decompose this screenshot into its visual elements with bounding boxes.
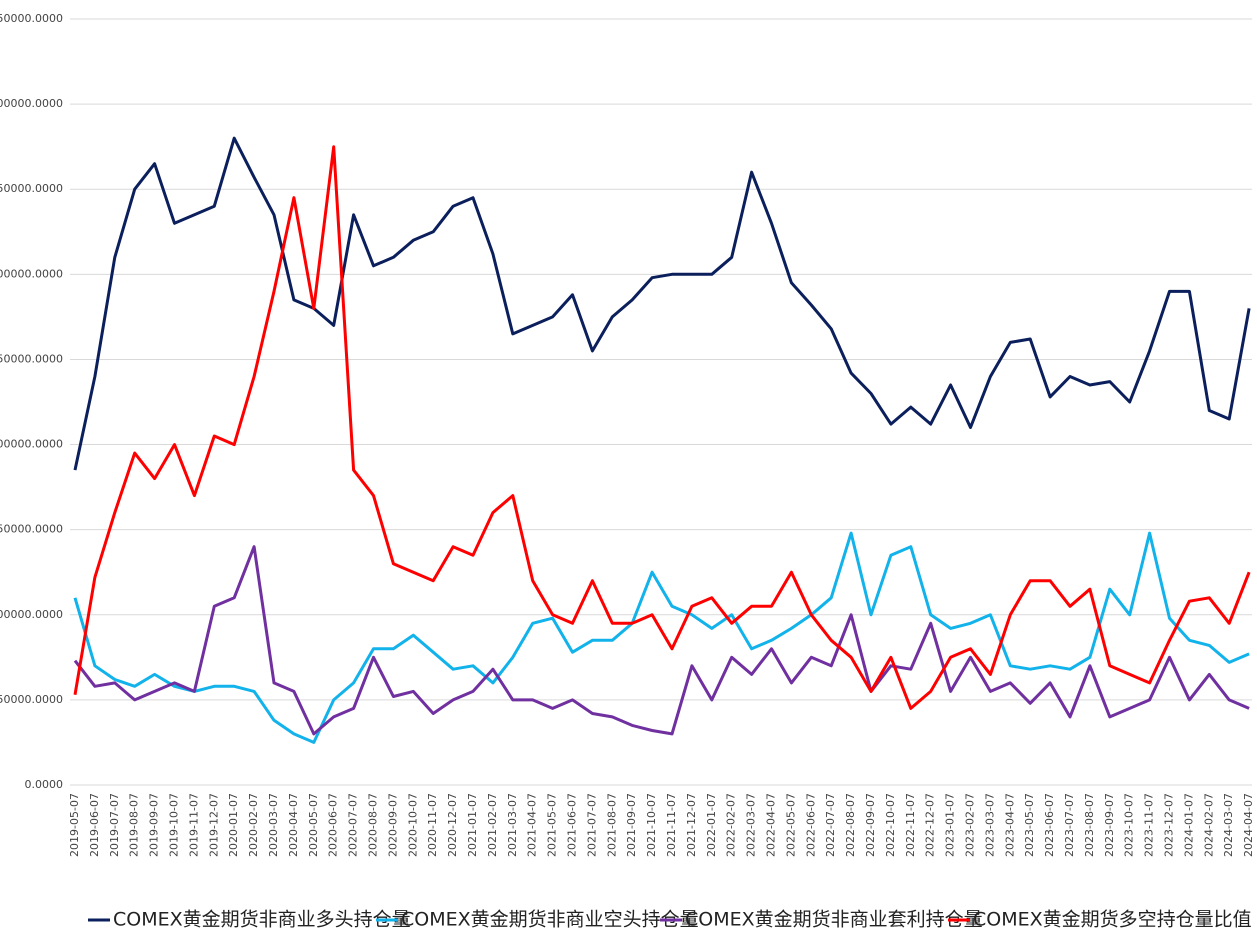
x-tick-label: 2023-11-07 (1143, 793, 1156, 857)
series-line (73, 136, 1251, 471)
x-tick-label: 2022-09-07 (864, 793, 877, 857)
x-tick-label: 2023-12-07 (1163, 793, 1176, 857)
x-tick-label: 2022-03-07 (745, 793, 758, 857)
x-tick-label: 2023-06-07 (1043, 793, 1056, 857)
x-tick-label: 2021-12-07 (685, 793, 698, 857)
x-tick-label: 2023-03-07 (983, 793, 996, 857)
x-tick-label: 2024-04-07 (1242, 793, 1255, 857)
x-tick-label: 2020-11-07 (426, 793, 439, 857)
x-tick-label: 2021-10-07 (645, 793, 658, 857)
x-tick-label: 2021-06-07 (566, 793, 579, 857)
x-tick-label: 2023-02-07 (964, 793, 977, 857)
x-tick-label: 2023-07-07 (1063, 793, 1076, 857)
y-tick-label: 350000.0000 (0, 182, 63, 195)
y-tick-label: 0.0000 (25, 778, 64, 791)
x-tick-label: 2021-07-07 (585, 793, 598, 857)
x-tick-label: 2023-09-07 (1103, 793, 1116, 857)
x-tick-label: 2023-10-07 (1123, 793, 1136, 857)
x-tick-label: 2022-10-07 (884, 793, 897, 857)
y-tick-label: 400000.0000 (0, 97, 63, 110)
y-tick-label: 100000.0000 (0, 608, 63, 621)
x-tick-label: 2020-07-07 (347, 793, 360, 857)
series-line (73, 545, 1250, 736)
x-tick-label: 2021-04-07 (526, 793, 539, 857)
x-tick-label: 2021-08-07 (605, 793, 618, 857)
x-tick-label: 2023-04-07 (1003, 793, 1016, 857)
x-tick-label: 2020-06-07 (327, 793, 340, 857)
y-tick-label: 450000.0000 (0, 12, 63, 25)
x-tick-label: 2020-05-07 (307, 793, 320, 857)
x-tick-label: 2022-01-07 (705, 793, 718, 857)
x-tick-label: 2024-02-07 (1202, 793, 1215, 857)
x-tick-label: 2022-02-07 (725, 793, 738, 857)
x-tick-label: 2023-08-07 (1083, 793, 1096, 857)
x-tick-label: 2021-03-07 (506, 793, 519, 857)
x-tick-label: 2019-10-07 (168, 793, 181, 857)
legend-label: COMEX黄金期货非商业套利持仓量 (685, 909, 983, 931)
legend-label: COMEX黄金期货多空持仓量比值 (973, 909, 1252, 931)
x-tick-label: 2020-10-07 (406, 793, 419, 857)
legend-label: COMEX黄金期货非商业多头持仓量 (113, 909, 411, 931)
x-tick-label: 2020-02-07 (247, 793, 260, 857)
x-tick-label: 2019-11-07 (187, 793, 200, 857)
x-tick-label: 2020-09-07 (386, 793, 399, 857)
x-tick-label: 2021-09-07 (625, 793, 638, 857)
series-line (73, 145, 1251, 710)
y-tick-label: 300000.0000 (0, 267, 63, 280)
x-tick-label: 2022-08-07 (844, 793, 857, 857)
x-tick-label: 2022-05-07 (784, 793, 797, 857)
x-tick-label: 2022-06-07 (804, 793, 817, 857)
legend-label: COMEX黄金期货非商业空头持仓量 (401, 909, 699, 931)
x-tick-label: 2023-05-07 (1023, 793, 1036, 857)
x-tick-label: 2024-03-07 (1222, 793, 1235, 857)
x-tick-label: 2024-01-07 (1182, 793, 1195, 857)
x-tick-label: 2020-08-07 (367, 793, 380, 857)
x-tick-label: 2020-01-07 (227, 793, 240, 857)
x-tick-label: 2023-01-07 (944, 793, 957, 857)
x-tick-label: 2021-01-07 (466, 793, 479, 857)
series-line (73, 531, 1250, 744)
x-tick-label: 2021-05-07 (546, 793, 559, 857)
x-tick-label: 2019-09-07 (148, 793, 161, 857)
x-tick-label: 2019-07-07 (108, 793, 121, 857)
x-tick-label: 2021-11-07 (665, 793, 678, 857)
x-tick-label: 2019-08-07 (128, 793, 141, 857)
x-tick-label: 2019-06-07 (88, 793, 101, 857)
y-tick-label: 50000.0000 (0, 693, 63, 706)
y-tick-label: 150000.0000 (0, 523, 63, 536)
x-tick-label: 2022-11-07 (904, 793, 917, 857)
x-tick-label: 2022-12-07 (924, 793, 937, 857)
x-tick-label: 2022-04-07 (765, 793, 778, 857)
x-tick-label: 2021-02-07 (486, 793, 499, 857)
x-tick-label: 2022-07-07 (824, 793, 837, 857)
x-tick-label: 2019-12-07 (207, 793, 220, 857)
y-tick-label: 250000.0000 (0, 352, 63, 365)
x-tick-label: 2020-03-07 (267, 793, 280, 857)
x-tick-label: 2019-05-07 (68, 793, 81, 857)
y-tick-label: 200000.0000 (0, 438, 63, 451)
x-tick-label: 2020-04-07 (287, 793, 300, 857)
x-tick-label: 2020-12-07 (446, 793, 459, 857)
